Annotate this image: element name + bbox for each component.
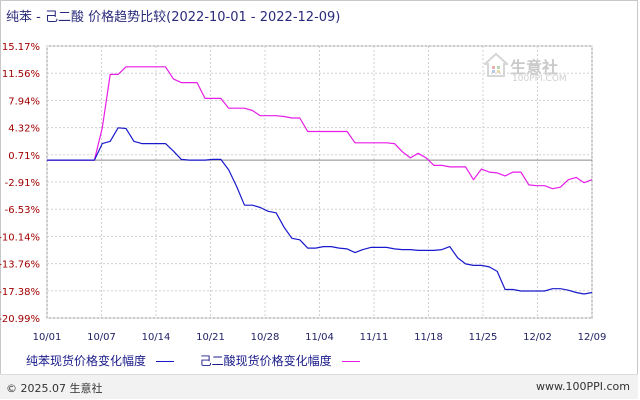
x-tick-label: 12/09 — [578, 332, 607, 343]
x-tick-label: 10/07 — [87, 332, 116, 343]
y-tick-label: -17.38% — [0, 287, 40, 298]
legend-label-series-a: 纯苯现货价格变化幅度 — [26, 354, 147, 368]
x-tick-label: 11/25 — [469, 332, 498, 343]
house-icon — [482, 52, 510, 77]
series-group — [47, 66, 593, 295]
x-tick-label: 10/21 — [196, 332, 225, 343]
watermark-url: 100PPI.COM — [512, 74, 567, 84]
title-product-a: 纯苯 — [6, 10, 33, 25]
legend-label-series-b: 己二酸现货价格变化幅度 — [199, 354, 332, 368]
legend-item-series-a: 纯苯现货价格变化幅度 — [26, 352, 174, 369]
chart-title: 纯苯 - 己二酸 价格趋势比较(2022-10-01 - 2022-12-09) — [6, 6, 340, 25]
footer: © 2025.07 生意社 www.100PPI.com — [0, 374, 638, 399]
site-link[interactable]: www.100PPI.com — [536, 380, 630, 393]
x-tick-label: 10/01 — [33, 332, 62, 343]
x-axis-ticks: 10/01 10/07 10/14 10/21 10/28 11/04 11/11 11/18… — [33, 332, 607, 343]
y-axis-ticks: 15.17% 11.56% 7.94% 4.32% 0.71% -2.91% -6.53% -… — [0, 42, 40, 325]
x-tick-label: 10/28 — [251, 332, 280, 343]
line-chart: 15.17% 11.56% 7.94% 4.32% 0.71% -2.91% -6.53% -… — [0, 42, 607, 343]
copyright-text: © 2025.07 生意社 — [6, 382, 103, 395]
y-tick-label: -6.53% — [5, 205, 40, 216]
grid — [46, 45, 593, 319]
y-tick-label: 0.71% — [8, 151, 40, 162]
y-tick-label: -2.91% — [5, 178, 40, 189]
x-tick-label: 12/02 — [523, 332, 552, 343]
x-tick-label: 10/14 — [142, 332, 171, 343]
watermark-logo: 生意社 100PPI.COM — [482, 52, 574, 92]
title-label: 价格趋势比较 — [88, 10, 167, 25]
x-tick-label: 11/04 — [305, 332, 334, 343]
y-tick-label: -20.99% — [0, 314, 40, 325]
watermark-name: 生意社 — [510, 58, 559, 77]
legend-swatch-series-b — [341, 361, 360, 362]
title-date-range: (2022-10-01 - 2022-12-09) — [166, 10, 341, 25]
y-tick-label: -10.14% — [0, 232, 40, 243]
x-tick-label: 11/18 — [414, 332, 443, 343]
title-separator: - — [36, 10, 41, 25]
series-line-pure-benzene — [47, 127, 593, 295]
series-line-adipic-acid — [47, 66, 593, 190]
y-tick-label: 15.17% — [2, 42, 40, 53]
y-tick-label: 4.32% — [8, 124, 40, 135]
title-product-b: 己二酸 — [45, 10, 85, 25]
legend-swatch-series-a — [155, 361, 174, 362]
x-tick-label: 11/11 — [360, 332, 389, 343]
legend: 纯苯现货价格变化幅度 己二酸现货价格变化幅度 — [26, 352, 382, 369]
y-tick-label: 7.94% — [8, 96, 40, 107]
y-tick-label: -13.76% — [0, 260, 40, 271]
legend-item-series-b: 己二酸现货价格变化幅度 — [200, 352, 360, 369]
y-tick-label: 11.56% — [2, 69, 40, 80]
